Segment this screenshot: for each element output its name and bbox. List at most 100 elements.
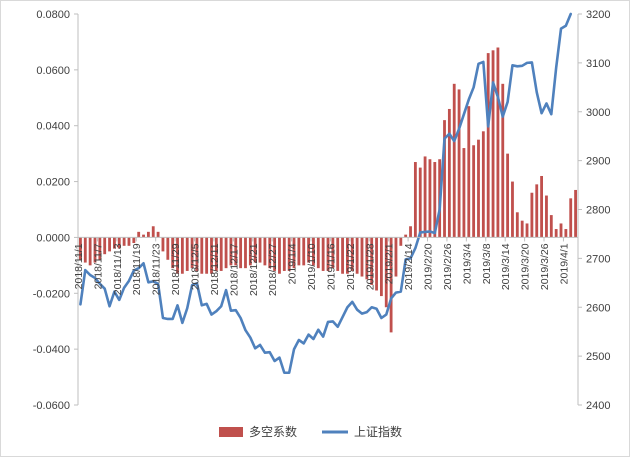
- bar: [346, 237, 349, 274]
- bar: [205, 237, 209, 274]
- x-tick-label: 2018/12/21: [248, 243, 260, 296]
- bar: [375, 237, 378, 291]
- bar: [481, 131, 485, 238]
- bar: [263, 237, 267, 266]
- bar: [511, 181, 514, 238]
- bar: [545, 195, 548, 238]
- left-tick-label: -0.0400: [33, 344, 70, 356]
- bar: [98, 237, 102, 260]
- bar: [219, 237, 223, 271]
- x-tick-label: 2019/4/1: [558, 243, 570, 284]
- left-tick-label: -0.0200: [33, 288, 70, 300]
- bar: [404, 234, 408, 238]
- x-tick-label: 2018/11/7: [92, 243, 104, 289]
- bar: [214, 237, 218, 271]
- bar: [496, 47, 500, 238]
- x-tick-label: 2018/12/11: [209, 243, 221, 295]
- left-y-axis: 0.0800 0.0600 0.0400 0.0200 0.0000 -0.0200 -0.…: [33, 9, 79, 412]
- bar: [506, 153, 510, 238]
- bar: [200, 237, 204, 274]
- bar: [282, 237, 286, 271]
- bar: [287, 237, 291, 271]
- bar: [142, 234, 145, 238]
- x-tick-label: 2019/2/20: [423, 243, 435, 290]
- bar: [530, 192, 534, 238]
- left-tick-label: 0.0600: [36, 65, 70, 77]
- right-tick-label: 3000: [586, 107, 610, 119]
- x-tick-label: 2019/2/26: [442, 243, 454, 290]
- bar: [258, 237, 262, 263]
- bar: [113, 237, 116, 249]
- bar: [161, 237, 165, 252]
- bar: [117, 237, 121, 249]
- bar: [370, 237, 374, 285]
- bar: [190, 237, 194, 269]
- x-tick-label: 2019/2/1: [384, 243, 396, 284]
- right-tick-label: 2800: [586, 205, 610, 217]
- x-tick-label: 2019/3/4: [461, 243, 473, 284]
- x-tick-label: 2019/1/22: [345, 243, 357, 290]
- bar: [559, 223, 563, 238]
- left-tick-label: 0.0200: [36, 177, 70, 189]
- right-tick-label: 2400: [586, 400, 610, 412]
- bar: [83, 237, 87, 263]
- x-tick-label: 2018/11/19: [131, 243, 143, 295]
- bar: [501, 83, 505, 238]
- bar: [239, 237, 243, 269]
- x-tick-label: 2019/1/4: [287, 243, 299, 284]
- bar: [433, 162, 437, 238]
- bar: [273, 237, 277, 271]
- bar: [253, 237, 257, 263]
- bar: [540, 175, 543, 238]
- bar: [355, 237, 359, 274]
- x-tick-label: 2019/1/10: [306, 243, 318, 290]
- bar: [515, 212, 519, 238]
- bar: [268, 237, 272, 269]
- bar: [413, 162, 417, 238]
- bar: [549, 215, 553, 238]
- bar: [409, 226, 412, 238]
- bar: [302, 237, 306, 266]
- bar: [312, 237, 315, 266]
- bar: [331, 237, 335, 269]
- bar-series-duokong: [79, 47, 577, 333]
- right-tick-label: 2500: [586, 351, 610, 363]
- bar: [210, 237, 213, 274]
- bar: [132, 237, 136, 244]
- bar: [278, 237, 281, 274]
- x-tick-label: 2018/12/5: [190, 243, 202, 290]
- x-tick-label: 2019/1/28: [364, 243, 376, 290]
- bar: [574, 189, 577, 238]
- x-tick-label: 2019/3/8: [481, 243, 493, 284]
- bar: [360, 237, 364, 277]
- bar: [108, 237, 111, 252]
- x-tick-label: 2019/2/14: [403, 243, 415, 290]
- bar: [127, 237, 131, 246]
- bar: [520, 220, 524, 238]
- right-tick-label: 3100: [586, 58, 610, 70]
- x-tick-label: 2019/3/26: [539, 243, 551, 290]
- x-tick-label: 2019/3/14: [500, 243, 512, 290]
- bar: [457, 89, 461, 238]
- left-tick-label: 0.0800: [36, 9, 70, 21]
- left-tick-label: 0.0400: [36, 121, 70, 133]
- legend: 多空系数 上证指数: [219, 424, 402, 439]
- bar: [554, 229, 558, 238]
- bar: [321, 237, 325, 271]
- bar: [146, 231, 150, 238]
- bar: [122, 237, 126, 246]
- bar: [350, 237, 354, 271]
- bar: [467, 106, 471, 238]
- bar: [486, 53, 490, 238]
- bar: [535, 184, 539, 238]
- bar: [389, 237, 393, 333]
- bar: [156, 231, 160, 238]
- bar: [103, 237, 107, 255]
- bar: [384, 237, 388, 308]
- bar: [79, 237, 82, 260]
- bar: [185, 237, 189, 271]
- bar: [447, 108, 451, 238]
- bar: [88, 237, 92, 266]
- bar: [307, 237, 310, 263]
- bar: [195, 237, 199, 271]
